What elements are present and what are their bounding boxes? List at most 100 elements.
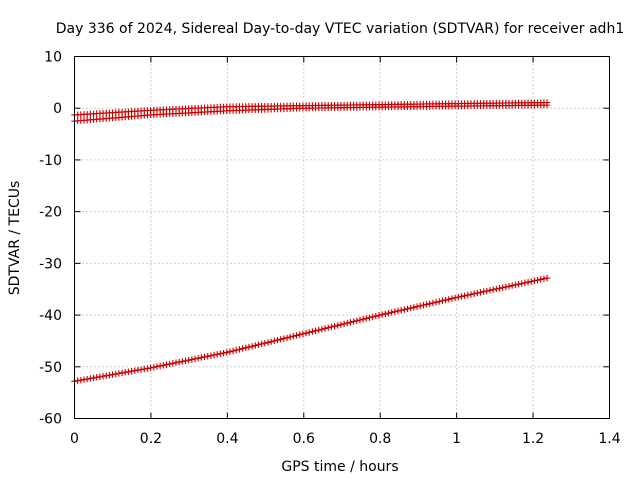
plus-marker bbox=[255, 341, 262, 348]
y-tick-label: -20 bbox=[39, 205, 62, 221]
plus-marker bbox=[470, 290, 478, 297]
plus-marker bbox=[109, 371, 116, 378]
plus-marker bbox=[337, 321, 345, 328]
plus-marker bbox=[182, 357, 189, 364]
plus-marker bbox=[359, 316, 367, 323]
plus-marker bbox=[397, 307, 405, 314]
plus-marker bbox=[489, 286, 497, 293]
x-tick-label: 0 bbox=[70, 431, 79, 447]
plus-marker bbox=[220, 349, 227, 357]
plus-marker bbox=[166, 360, 173, 368]
plus-marker bbox=[207, 352, 215, 359]
plus-marker bbox=[429, 299, 437, 307]
plus-marker bbox=[80, 376, 88, 383]
x-tick-label: 0.8 bbox=[369, 431, 391, 447]
y-tick-label: 0 bbox=[53, 101, 62, 117]
plus-marker bbox=[306, 329, 313, 336]
plus-marker bbox=[99, 373, 107, 380]
plus-marker bbox=[87, 375, 94, 382]
plus-marker bbox=[483, 287, 491, 295]
x-axis-title: GPS time / hours bbox=[281, 459, 398, 475]
plus-marker bbox=[214, 351, 221, 358]
plus-marker bbox=[353, 317, 360, 324]
plus-marker bbox=[528, 278, 535, 285]
plus-marker bbox=[467, 291, 475, 298]
plus-marker bbox=[134, 366, 142, 374]
y-tick-label: 10 bbox=[44, 50, 62, 66]
plus-marker bbox=[540, 275, 548, 282]
plus-marker bbox=[524, 278, 532, 286]
y-tick-label: -60 bbox=[39, 412, 62, 428]
plus-marker bbox=[252, 342, 259, 349]
plus-marker bbox=[401, 306, 408, 313]
plus-marker bbox=[163, 361, 170, 368]
plus-marker bbox=[521, 279, 529, 287]
plus-marker bbox=[137, 366, 145, 373]
plus-marker bbox=[125, 368, 132, 375]
plus-marker bbox=[229, 347, 237, 355]
plus-marker bbox=[144, 365, 151, 372]
plus-marker bbox=[391, 308, 399, 315]
plus-marker bbox=[242, 344, 249, 352]
plus-marker bbox=[312, 327, 319, 335]
plus-marker bbox=[118, 369, 126, 377]
plus-marker bbox=[147, 364, 154, 372]
plus-marker bbox=[267, 338, 275, 345]
plus-marker bbox=[388, 309, 395, 316]
plus-marker bbox=[90, 374, 97, 382]
plus-marker bbox=[258, 340, 265, 348]
plus-marker bbox=[350, 318, 357, 325]
plus-marker bbox=[96, 373, 104, 381]
plus-marker bbox=[299, 330, 307, 338]
plus-marker bbox=[436, 298, 443, 305]
plus-marker bbox=[188, 356, 196, 363]
plus-marker bbox=[464, 291, 472, 299]
plus-marker bbox=[439, 297, 446, 304]
plus-marker bbox=[321, 325, 329, 332]
plus-marker bbox=[426, 300, 433, 307]
x-tick-label: 1.2 bbox=[522, 431, 544, 447]
x-tick-label: 0.6 bbox=[293, 431, 315, 447]
plus-marker bbox=[74, 377, 81, 384]
plus-marker bbox=[394, 307, 402, 315]
plus-marker bbox=[236, 346, 243, 353]
plus-marker bbox=[103, 372, 110, 379]
plus-marker bbox=[458, 293, 465, 300]
plus-marker bbox=[404, 305, 411, 312]
plus-marker bbox=[153, 363, 161, 370]
plus-marker bbox=[420, 301, 427, 309]
plus-marker bbox=[445, 296, 452, 303]
plus-marker bbox=[122, 369, 129, 376]
plus-marker bbox=[204, 353, 211, 360]
plus-marker bbox=[106, 371, 113, 379]
y-tick-labels: -60 -50 -40 -30 -20 -10 0 10 bbox=[39, 50, 62, 428]
plus-marker bbox=[480, 288, 487, 295]
plus-marker bbox=[382, 310, 389, 318]
plus-marker bbox=[518, 280, 525, 287]
y-tick-label: -30 bbox=[39, 256, 62, 272]
plus-marker bbox=[315, 326, 322, 334]
y-tick-label: -50 bbox=[39, 360, 62, 376]
plus-marker bbox=[334, 322, 341, 329]
plus-marker bbox=[385, 309, 392, 317]
plus-marker bbox=[261, 339, 269, 347]
plus-marker bbox=[248, 343, 256, 350]
plus-marker bbox=[375, 312, 383, 319]
grid-layer bbox=[74, 56, 610, 419]
plus-marker bbox=[486, 287, 494, 294]
plus-marker bbox=[191, 355, 199, 363]
plus-marker bbox=[417, 302, 424, 310]
data-points-layer bbox=[71, 99, 551, 385]
plus-marker bbox=[160, 362, 167, 369]
y-tick-label: -10 bbox=[39, 153, 62, 169]
plus-marker bbox=[410, 304, 418, 311]
plus-marker bbox=[461, 292, 468, 299]
plus-marker bbox=[512, 281, 519, 289]
plus-marker bbox=[474, 289, 481, 297]
chart-title: Day 336 of 2024, Sidereal Day-to-day VTE… bbox=[56, 21, 624, 37]
satellite-track-lower bbox=[71, 274, 551, 385]
plus-marker bbox=[369, 313, 376, 321]
plus-marker bbox=[432, 299, 440, 306]
plus-marker bbox=[128, 368, 135, 375]
